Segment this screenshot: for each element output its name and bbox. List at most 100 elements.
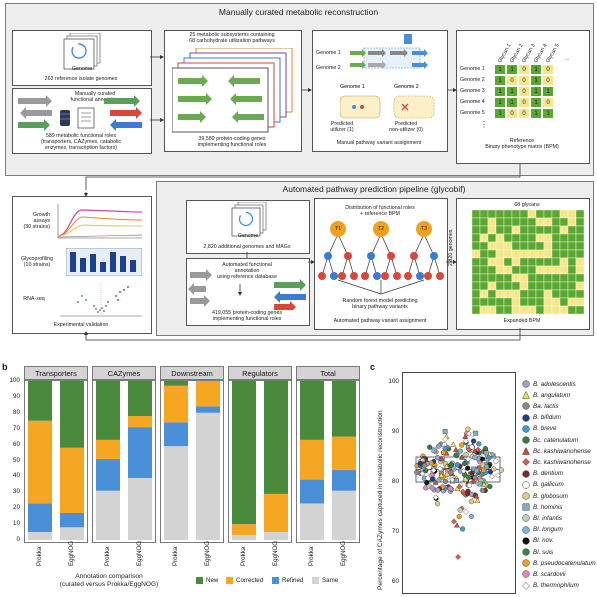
data-point	[430, 467, 437, 474]
data-point	[461, 460, 468, 467]
bpm-cell: 0	[518, 64, 530, 75]
bar-segment-refined	[60, 512, 84, 528]
data-point	[487, 469, 493, 475]
species-name: B. gallicum	[533, 481, 564, 489]
data-point	[473, 493, 480, 499]
data-point	[477, 481, 483, 487]
legend-swatch	[312, 577, 319, 584]
y-tick-label: 50	[12, 456, 20, 464]
bpm-cell: 1	[494, 108, 506, 119]
data-point	[414, 469, 420, 475]
data-point	[448, 462, 454, 468]
bpm-cell: 0	[518, 97, 530, 108]
genome-1-label: Genome 1	[316, 50, 341, 56]
species-marker-icon	[522, 413, 530, 422]
bar-segment-corrected	[264, 493, 288, 533]
data-point	[471, 447, 478, 454]
species-legend-item: B. hominis	[522, 503, 562, 511]
panel-c-ylabel: Percentage of CAZymes captured in metabo…	[377, 410, 384, 590]
bpm-row-label: Genome 1	[460, 66, 485, 72]
genome-label-2: Genome	[237, 233, 259, 239]
genome-stack-icon-2	[231, 202, 267, 237]
flow-arrows-top	[85, 55, 521, 190]
bar-segment-same	[28, 532, 52, 540]
bar-segment-corrected	[128, 415, 152, 428]
species-marker-icon	[522, 425, 530, 433]
bpm-cell: 0	[518, 86, 530, 97]
bpm-cell: 0	[506, 108, 518, 119]
x-tick-label: EggNOG	[340, 540, 347, 566]
bpm-cell: 1	[530, 108, 542, 119]
manual-variant-caption: Manual pathway variant assignment	[336, 140, 422, 146]
y-tick-label: 60	[12, 440, 20, 448]
data-point	[459, 526, 466, 532]
data-point	[473, 430, 479, 436]
species-legend-item: B. globosum	[522, 492, 568, 500]
genome-2-label: Genome 2	[316, 65, 341, 71]
species-marker-icon	[522, 581, 530, 590]
species-marker-icon	[522, 436, 530, 444]
data-point	[451, 518, 457, 525]
bpm-cell: 1	[530, 75, 542, 86]
functional-roles-line2: (transporters, CAZymes, catabolic	[40, 139, 122, 145]
y-tick-label: 30	[12, 488, 20, 496]
facet-header: Regulators	[228, 366, 292, 380]
species-name: Bl. infantis	[533, 514, 563, 522]
data-point	[469, 470, 475, 476]
species-name: B. hominis	[533, 503, 563, 511]
data-point	[459, 442, 465, 448]
species-name: Bc. catenulatum	[533, 436, 579, 444]
genome-vertical-ellipsis: ⋮	[480, 120, 488, 129]
data-point	[422, 462, 428, 469]
bar-segment-refined	[196, 406, 220, 413]
species-legend-item: Bl. suis	[522, 548, 553, 556]
species-name: B. angulatum	[533, 391, 571, 399]
species-legend-item: B. pseudocatenulatum	[522, 559, 596, 567]
data-point	[460, 468, 467, 474]
growth-assays-line3: (30 strains)	[23, 224, 51, 230]
data-point	[436, 477, 442, 483]
data-point	[454, 478, 459, 483]
species-legend-item: B. thermophilum	[522, 581, 579, 590]
svg-text:Genome 1: Genome 1	[340, 84, 365, 90]
facet-header: Total	[296, 366, 360, 380]
data-point	[463, 509, 469, 515]
expanded-bpm-grid	[471, 209, 585, 319]
auto-annotation-card	[186, 258, 310, 326]
data-point	[468, 513, 474, 520]
species-marker-icon	[522, 447, 530, 455]
data-point	[457, 448, 463, 454]
species-legend-item: Bc. kashiwanohense	[522, 458, 591, 467]
data-point	[482, 446, 489, 452]
bpm-cell: 1	[494, 97, 506, 108]
bpm-cell: 1	[506, 97, 518, 108]
bar-segment-new	[164, 381, 188, 386]
auto-annotation-arrows-icon	[188, 269, 306, 310]
species-legend-item: Bc. catenulatum	[522, 436, 578, 444]
protein-genes-line1: 39,589 protein-coding genes	[198, 136, 266, 142]
data-point	[442, 429, 448, 434]
data-point	[463, 451, 469, 458]
data-point	[423, 468, 429, 474]
data-point	[465, 465, 471, 471]
genome-label: Genome	[71, 66, 93, 72]
reference-bpm-caption-line2: Binary phenotype matrix (BPM)	[485, 144, 559, 150]
species-marker-icon	[522, 514, 530, 523]
bar-segment-refined	[96, 458, 120, 491]
bpm-cell: 1	[542, 86, 554, 97]
data-point	[487, 483, 493, 490]
species-name: B. bifidum	[533, 414, 561, 422]
x-tick-label: Prokka	[104, 546, 111, 566]
species-name: B. dentium	[533, 470, 564, 478]
auto-variant-caption: Automated pathway variant assignment	[333, 318, 427, 324]
data-point	[484, 464, 490, 470]
species-marker-icon	[522, 525, 530, 534]
data-point	[434, 454, 441, 461]
bpm-cell: 1	[494, 75, 506, 86]
bpm-cell: 1	[494, 64, 506, 75]
data-point	[474, 497, 481, 503]
automated-pipeline-title: Automated pathway prediction pipeline (g…	[282, 184, 466, 194]
data-point	[454, 485, 461, 492]
experimental-validation-caption: Experimental validation	[53, 322, 109, 328]
c-y-tick-label: 90	[391, 428, 399, 435]
